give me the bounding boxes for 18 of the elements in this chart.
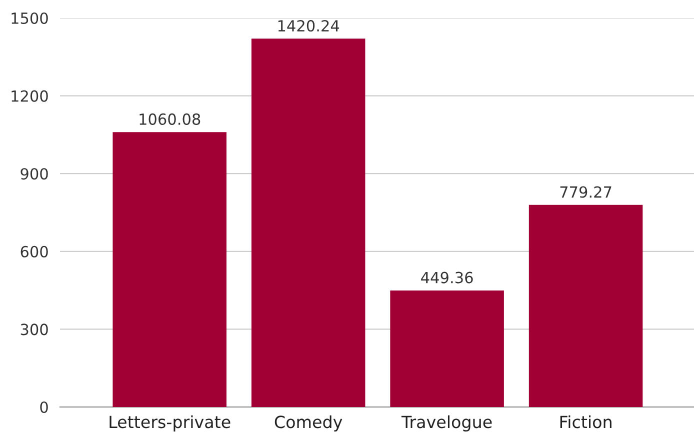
x-tick-label: Letters-private [110, 415, 230, 432]
y-tick-label: 600 [20, 246, 48, 258]
x-tick-label: Fiction [560, 415, 612, 428]
y-tick-label: 1200 [12, 90, 48, 102]
bar [390, 290, 504, 407]
y-tick-label: 900 [20, 168, 48, 180]
x-tick-label: Comedy [274, 415, 342, 432]
y-tick-label: 0 [40, 401, 48, 414]
y-tick-label: 1500 [12, 12, 48, 24]
x-tick-label: Travelogue [401, 415, 492, 432]
data-label: 449.36 [421, 272, 473, 284]
bar [251, 38, 366, 407]
data-label: 1420.24 [278, 20, 340, 32]
y-tick-label: 300 [20, 324, 48, 336]
bar [528, 204, 643, 407]
data-label: 779.27 [560, 186, 612, 198]
data-label: 1060.08 [140, 113, 200, 125]
bar [112, 132, 226, 407]
